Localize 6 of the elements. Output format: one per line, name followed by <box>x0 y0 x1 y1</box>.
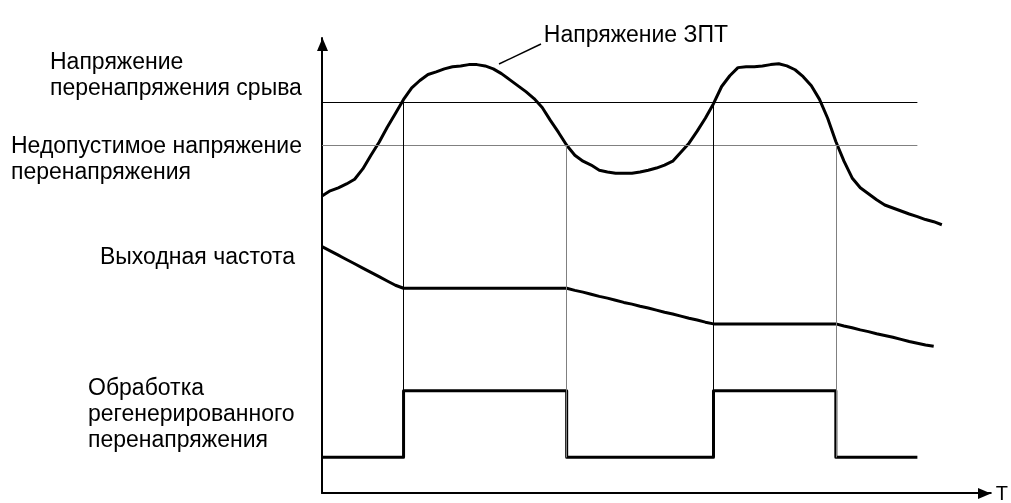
series-label: Напряжение ЗПТ <box>543 20 729 47</box>
legend-label: Напряжение перенапряжения срыва <box>50 48 302 101</box>
series-label: Выходная частота <box>100 242 296 269</box>
ref-line-label: Недопустимое напряжение перенапряжения <box>11 132 302 185</box>
series-label: Обработка регенерированного перенапряжения <box>88 374 295 453</box>
x-axis-title: T <box>995 482 1008 503</box>
